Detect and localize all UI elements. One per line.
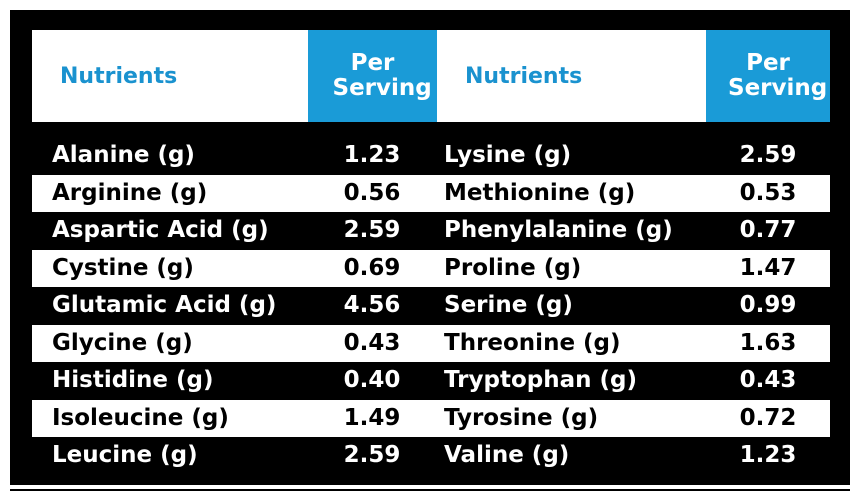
nutrient-cell: Isoleucine (g) — [52, 404, 229, 431]
value-cell: 1.47 — [739, 254, 797, 281]
table-row: Glycine (g) 0.43 Threonine (g) 1.63 — [32, 324, 830, 362]
value-cell: 2.59 — [343, 442, 401, 468]
table-row: Glutamic Acid (g) 4.56 Serine (g) 0.99 — [32, 287, 830, 324]
nutrient-cell: Glycine (g) — [52, 329, 193, 356]
table-row: Alanine (g) 1.23 Lysine (g) 2.59 — [32, 137, 830, 174]
value-cell: 2.59 — [343, 217, 401, 243]
value-cell: 0.43 — [739, 367, 797, 393]
value-cell: 1.49 — [343, 404, 401, 431]
value-cell: 2.59 — [739, 142, 797, 168]
header-cell: Per Serving — [308, 30, 437, 122]
nutrient-cell: Valine (g) — [444, 442, 570, 468]
nutrient-cell: Glutamic Acid (g) — [52, 292, 277, 318]
nutrient-cell: Aspartic Acid (g) — [52, 217, 269, 243]
nutrient-cell: Proline (g) — [444, 254, 582, 281]
value-cell: 0.77 — [739, 217, 797, 243]
value-cell: 0.99 — [739, 292, 797, 318]
value-cell: 0.40 — [343, 367, 401, 393]
nutrient-cell: Cystine (g) — [52, 254, 194, 281]
value-cell: 0.43 — [343, 329, 401, 356]
value-cell: 0.53 — [739, 179, 797, 206]
nutrient-cell: Lysine (g) — [444, 142, 572, 168]
nutrient-cell: Threonine (g) — [444, 329, 621, 356]
nutrient-cell: Histidine (g) — [52, 367, 214, 393]
table-row: Arginine (g) 0.56 Methionine (g) 0.53 — [32, 174, 830, 212]
nutrient-cell: Alanine (g) — [52, 142, 195, 168]
header-cell: Per Serving — [706, 30, 830, 122]
header-text: Per Serving — [332, 50, 432, 101]
value-cell: 4.56 — [343, 292, 401, 318]
nutrient-cell: Arginine (g) — [52, 179, 208, 206]
nutrient-cell: Leucine (g) — [52, 442, 198, 468]
header-cell: Nutrients — [32, 30, 308, 122]
nutrient-cell: Tyrosine (g) — [444, 404, 599, 431]
nutrient-cell: Methionine (g) — [444, 179, 636, 206]
value-cell: 0.56 — [343, 179, 401, 206]
value-cell: 1.23 — [739, 442, 797, 468]
nutrient-cell: Tryptophan (g) — [444, 367, 637, 393]
value-cell: 0.69 — [343, 254, 401, 281]
table-row: Isoleucine (g) 1.49 Tyrosine (g) 0.72 — [32, 399, 830, 437]
header-text: Per Serving — [728, 50, 828, 101]
nutrient-cell: Phenylalanine (g) — [444, 217, 673, 243]
value-cell: 0.72 — [739, 404, 797, 431]
table-row: Leucine (g) 2.59 Valine (g) 1.23 — [32, 437, 830, 474]
table-row: Histidine (g) 0.40 Tryptophan (g) 0.43 — [32, 362, 830, 399]
table-row: Aspartic Acid (g) 2.59 Phenylalanine (g) 0.… — [32, 212, 830, 249]
header-cell: Nutrients — [437, 30, 706, 122]
value-cell: 1.63 — [739, 329, 797, 356]
table-row: Cystine (g) 0.69 Proline (g) 1.47 — [32, 249, 830, 287]
nutrient-cell: Serine (g) — [444, 292, 573, 318]
divider — [10, 489, 850, 491]
value-cell: 1.23 — [343, 142, 401, 168]
